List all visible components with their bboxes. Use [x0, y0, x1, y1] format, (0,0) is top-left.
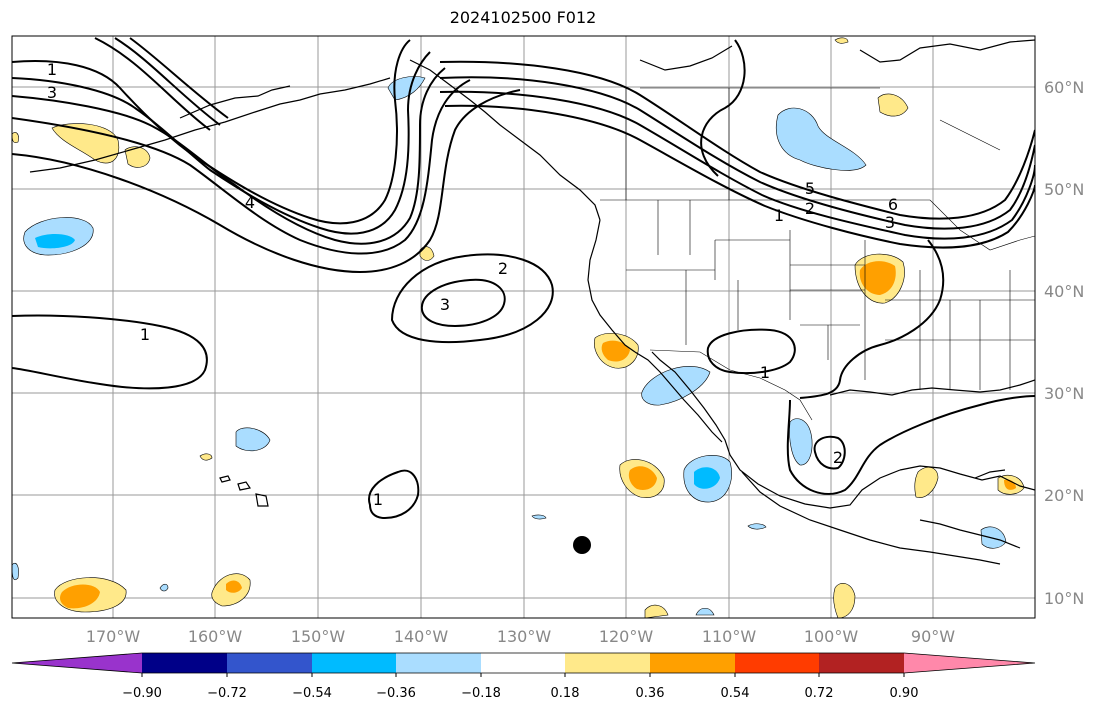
- contour-label: 2: [498, 259, 508, 278]
- lon-label: 90°W: [911, 627, 955, 646]
- contour-label: 2: [805, 199, 815, 218]
- lon-label: 130°W: [497, 627, 552, 646]
- colorbar-tick-label: −0.54: [292, 686, 332, 701]
- lon-label: 100°W: [804, 627, 859, 646]
- colorbar-swatch: [481, 653, 565, 673]
- colorbar-tick-label: −0.72: [207, 686, 247, 701]
- contour-label: 1: [760, 363, 770, 382]
- contour-label: 1: [47, 60, 57, 79]
- lat-label: 60°N: [1044, 78, 1084, 97]
- contour-label: 3: [47, 83, 57, 102]
- colorbar-tick-label: −0.90: [122, 686, 162, 701]
- lon-label: 120°W: [599, 627, 654, 646]
- contour-labels: 1 3 4 2 3 1 1 2 5 6 3 1 2 1: [47, 60, 898, 509]
- lat-label: 20°N: [1044, 486, 1084, 505]
- map-frame: [11, 35, 1036, 619]
- colorbar-tick-label: −0.18: [461, 686, 501, 701]
- contour-label: 5: [805, 179, 815, 198]
- contour-label: 6: [888, 195, 898, 214]
- lat-label: 30°N: [1044, 384, 1084, 403]
- colorbar-swatch: [142, 653, 227, 673]
- colorbar-swatch: [312, 653, 396, 673]
- colorbar-tick-label: 0.18: [551, 686, 580, 701]
- anomaly-patches: [12, 37, 1025, 618]
- map-title: 2024102500 F012: [449, 8, 597, 27]
- lon-label: 150°W: [291, 627, 346, 646]
- colorbar-tick-label: 0.36: [636, 686, 665, 701]
- lon-label: 160°W: [188, 627, 243, 646]
- contour-label: 3: [440, 295, 450, 314]
- colorbar-swatch: [650, 653, 735, 673]
- contour-label: 1: [140, 325, 150, 344]
- contour-label: 3: [885, 213, 895, 232]
- contour-label: 2: [833, 448, 843, 467]
- lon-label: 170°W: [86, 627, 141, 646]
- colorbar-tick-label: 0.72: [805, 686, 834, 701]
- lat-label: 40°N: [1044, 282, 1084, 301]
- lat-label: 10°N: [1044, 589, 1084, 608]
- colorbar-extension-low: [12, 653, 142, 673]
- lon-labels: 170°W 160°W 150°W 140°W 130°W 120°W 110°…: [86, 627, 955, 646]
- contour-label: 1: [373, 490, 383, 509]
- marker-dot: [573, 536, 591, 554]
- lon-label: 140°W: [394, 627, 449, 646]
- lat-labels: 60°N 50°N 40°N 30°N 20°N 10°N: [1044, 78, 1084, 608]
- contour-lines: [12, 37, 1035, 520]
- lat-label: 50°N: [1044, 180, 1084, 199]
- coastlines: [29, 39, 1035, 565]
- colorbar-swatch: [819, 653, 904, 673]
- contour-label: 4: [245, 193, 255, 212]
- colorbar-tick-label: 0.90: [890, 686, 919, 701]
- colorbar: [11, 652, 1036, 677]
- colorbar-tick-label: 0.54: [721, 686, 750, 701]
- colorbar-extension-high: [904, 653, 1035, 673]
- political-borders: [600, 87, 1035, 421]
- colorbar-swatch: [735, 653, 819, 673]
- colorbar-tick-label: −0.36: [376, 686, 416, 701]
- lon-label: 110°W: [702, 627, 757, 646]
- contour-label: 1: [774, 206, 784, 225]
- colorbar-swatch: [565, 653, 650, 673]
- colorbar-swatch: [396, 653, 481, 673]
- colorbar-tick-labels: −0.90 −0.72 −0.54 −0.36 −0.18 0.18 0.36 …: [122, 686, 918, 701]
- colorbar-swatch: [227, 653, 312, 673]
